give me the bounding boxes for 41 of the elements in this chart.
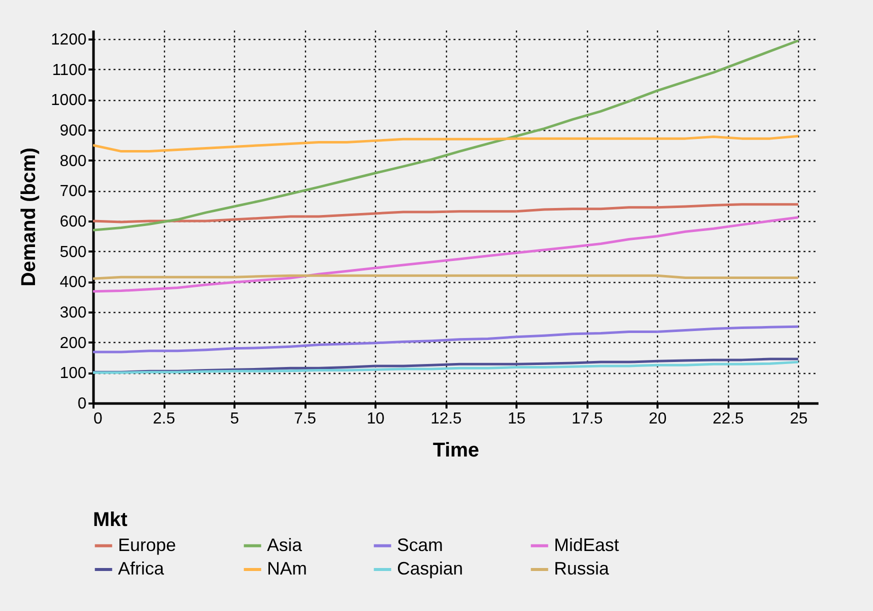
y-tick-label: 500 — [60, 244, 87, 261]
line-series — [93, 134, 800, 153]
line-series — [93, 360, 800, 374]
x-tick-label: 10 — [366, 410, 385, 428]
legend-label: Europe — [118, 534, 176, 555]
y-axis-title: Demand (bcm) — [18, 148, 40, 286]
x-tick-label: 2.5 — [152, 410, 176, 428]
y-tick-label: 0 — [78, 396, 87, 412]
y-tick-label: 400 — [60, 274, 87, 292]
x-tick-label: 7.5 — [294, 410, 316, 428]
legend-label: MidEast — [554, 534, 620, 555]
y-tick-label: 300 — [60, 304, 87, 322]
y-tick-label: 800 — [60, 152, 87, 170]
x-tick-label: 22.5 — [712, 410, 744, 428]
line-series — [93, 203, 800, 224]
legend-label: Russia — [554, 558, 610, 578]
line-series — [93, 325, 800, 354]
y-tick-label: 700 — [60, 183, 87, 200]
y-tick-label: 900 — [60, 122, 87, 140]
x-tick-label: 5 — [230, 410, 240, 428]
x-tick-label: 25 — [790, 410, 808, 428]
legend-label: NAm — [267, 558, 307, 578]
line-series — [93, 39, 800, 232]
line-series — [93, 216, 800, 293]
x-tick-label: 17.5 — [572, 410, 603, 428]
legend-label: Africa — [118, 558, 165, 578]
legend-title: Mkt — [93, 509, 128, 531]
y-tick-label: 1000 — [50, 92, 87, 110]
legend-label: Asia — [267, 534, 304, 555]
y-tick-label: 1100 — [52, 62, 87, 79]
y-tick-label: 1200 — [50, 32, 87, 49]
y-tick-label: 100 — [60, 365, 87, 382]
legend-label: Scam — [397, 534, 444, 555]
y-tick-label: 600 — [60, 214, 87, 231]
legend-label: Caspian — [397, 558, 464, 578]
x-tick-label: 0 — [94, 410, 102, 428]
x-tick-label: 15 — [508, 410, 526, 428]
x-tick-label: 20 — [648, 410, 667, 428]
y-tick-label: 200 — [60, 334, 87, 352]
x-axis-title: Time — [432, 440, 480, 462]
x-tick-label: 12.5 — [430, 410, 462, 428]
